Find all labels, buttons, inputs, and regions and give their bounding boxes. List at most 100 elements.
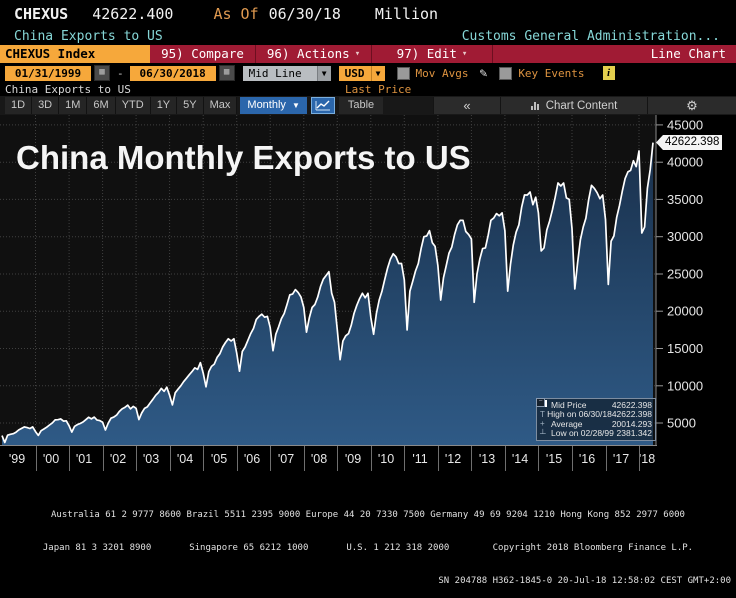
svg-text:15000: 15000	[667, 341, 703, 356]
x-tick-separator	[136, 446, 137, 471]
chart-content-label: Chart Content	[545, 99, 618, 112]
x-tick-label: '07	[277, 452, 295, 466]
series-sub-row: China Exports to US Last Price	[0, 83, 736, 96]
period-dropdown[interactable]: Monthly ▼	[240, 97, 307, 114]
footer-contacts-2: Japan 81 3 3201 8900 Singapore 65 6212 1…	[42, 543, 694, 553]
chevron-down-icon[interactable]: ▼	[370, 65, 385, 81]
as-of-date: 06/30/18	[268, 5, 341, 23]
table-button[interactable]: Table	[338, 97, 384, 114]
svg-text:10000: 10000	[667, 378, 703, 393]
legend-label: Average	[551, 418, 583, 429]
range-button-5y[interactable]: 5Y	[177, 97, 204, 114]
pencil-icon[interactable]: ✎	[479, 65, 488, 81]
line-chart-type-button[interactable]	[310, 97, 335, 114]
security-name: China Exports to US	[14, 29, 163, 44]
last-price-tag: 42622.398	[656, 135, 723, 150]
date-from-input[interactable]: 01/31/1999	[5, 65, 91, 81]
x-tick-label: '00	[42, 452, 60, 466]
chevron-down-icon[interactable]: ▼	[316, 65, 331, 81]
legend-avg-icon: +	[540, 419, 545, 429]
field-type-value: Mid Line	[242, 65, 317, 81]
security-header: CHEXUS 42622.400 As Of 06/30/18 Million	[0, 0, 736, 28]
menu-item-label: 95) Compare	[161, 46, 244, 61]
x-tick-separator	[538, 446, 539, 471]
footer-contacts-1: Australia 61 2 9777 8600 Brazil 5511 239…	[51, 510, 685, 520]
menu-group: 95) Compare 96) Actions ▾ 97) Edit ▾	[150, 45, 493, 63]
x-tick-label: '03	[142, 452, 160, 466]
x-tick-separator	[203, 446, 204, 471]
range-button-1m[interactable]: 1M	[59, 97, 88, 114]
legend-row: + Average 20014.293	[540, 419, 652, 429]
x-tick-separator	[270, 446, 271, 471]
svg-text:5000: 5000	[667, 416, 696, 431]
mov-avgs-label: Mov Avgs	[415, 66, 469, 80]
chart-area[interactable]: 45000 40000 35000 30000 25000 20000 15000 10000…	[0, 115, 736, 445]
legend-low-icon: ┴	[540, 428, 546, 438]
x-tick-label: '14	[511, 452, 529, 466]
key-events-checkbox[interactable]	[499, 66, 513, 80]
legend-row: ┴ Low on 02/28/99 2381.342	[540, 428, 652, 439]
menu-item-label: 97) Edit	[396, 46, 457, 61]
x-tick-label: '12	[444, 452, 462, 466]
toolbar-right-group: « Chart Content ⚙	[433, 97, 736, 114]
range-button-3d[interactable]: 3D	[32, 97, 60, 114]
legend-value: 2381.342	[616, 428, 652, 439]
range-button-1d[interactable]: 1D	[5, 97, 33, 114]
chevron-down-icon: ▼	[291, 101, 300, 110]
chart-annotation-title: China Monthly Exports to US	[16, 139, 471, 176]
x-axis-line	[0, 445, 657, 446]
chart-content-icon	[530, 101, 539, 110]
chart-svg[interactable]: 45000 40000 35000 30000 25000 20000 15000 10000…	[0, 115, 736, 445]
x-tick-label: '17	[612, 452, 630, 466]
ticker-tab[interactable]: CHEXUS Index	[0, 45, 150, 63]
range-button-max[interactable]: Max	[203, 97, 238, 114]
currency-select[interactable]: USD ▼	[331, 65, 385, 81]
data-source: Customs General Administration...	[461, 29, 720, 44]
legend-collapse-icon[interactable]: −	[536, 398, 545, 407]
legend-label: Mid Price	[551, 399, 587, 410]
chart-legend[interactable]: − Mid Price 42622.398 T High on 06/30/18 426…	[536, 398, 656, 441]
mov-avgs-checkbox[interactable]	[396, 66, 410, 80]
svg-text:25000: 25000	[667, 267, 703, 282]
menu-item--actions[interactable]: 96) Actions ▾	[256, 45, 372, 63]
x-tick-separator	[371, 446, 372, 471]
chart-content-button[interactable]: Chart Content	[500, 97, 647, 114]
price-line	[1, 142, 654, 444]
chevron-down-icon: ▾	[461, 49, 468, 59]
legend-value: 20014.293	[611, 418, 652, 429]
legend-row: Mid Price 42622.398	[540, 400, 652, 410]
menu-item--compare[interactable]: 95) Compare	[150, 45, 256, 63]
range-button-6m[interactable]: 6M	[87, 97, 116, 114]
x-tick-separator	[606, 446, 607, 471]
date-range-dash: -	[117, 66, 124, 80]
legend-value: 42622.398	[611, 399, 652, 410]
x-tick-label: '99	[8, 452, 26, 466]
date-to-input[interactable]: 06/30/2018	[129, 65, 216, 81]
legend-high-icon: T	[540, 409, 545, 419]
x-tick-separator	[170, 446, 171, 471]
last-value: 42622.400	[92, 5, 174, 23]
calendar-icon[interactable]: ▦	[218, 65, 235, 81]
chevron-down-icon: ▾	[354, 49, 361, 59]
x-tick-separator	[505, 446, 506, 471]
range-button-ytd[interactable]: YTD	[115, 97, 151, 114]
series-name: China Exports to US	[5, 83, 131, 96]
info-icon[interactable]: i	[602, 66, 615, 80]
key-events-label: Key Events	[518, 66, 585, 80]
x-tick-label: '15	[545, 452, 563, 466]
view-mode-label: Line Chart	[650, 46, 726, 61]
field-type-select[interactable]: Mid Line ▼	[235, 65, 331, 81]
x-tick-separator	[471, 446, 472, 471]
menu-item--edit[interactable]: 97) Edit ▾	[372, 45, 493, 63]
x-tick-label: '08	[310, 452, 328, 466]
collapse-panel-button[interactable]: «	[433, 97, 500, 114]
gear-icon[interactable]: ⚙	[647, 97, 736, 114]
range-button-1y[interactable]: 1Y	[150, 97, 178, 114]
legend-label: Low on 02/28/99	[551, 428, 614, 439]
x-tick-label: '05	[210, 452, 228, 466]
period-value: Monthly	[247, 99, 286, 111]
calendar-icon[interactable]: ▦	[94, 65, 110, 81]
x-tick-separator	[237, 446, 238, 471]
x-axis: '99 '00 '01 '02 '03 '04 '05 '06 '07 '08 '09 '10 '11 '…	[0, 445, 736, 476]
svg-text:35000: 35000	[667, 192, 703, 207]
